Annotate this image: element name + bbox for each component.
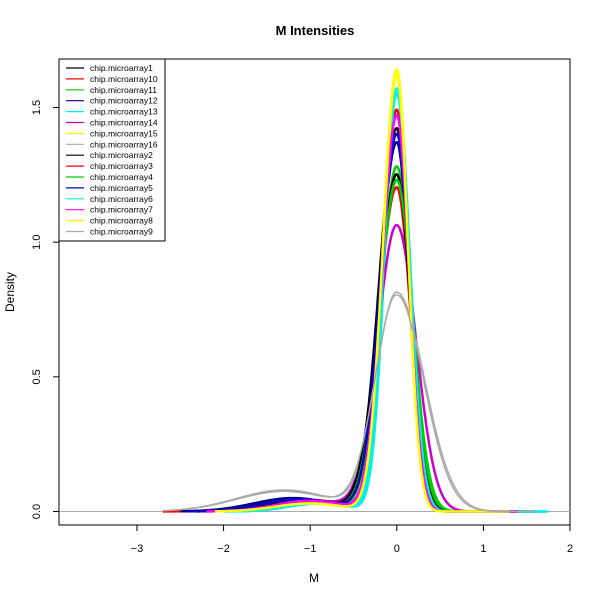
series-line-1 [197, 126, 519, 513]
y-axis: 0.0 0.5 1.0 1.5 [31, 100, 60, 519]
y-tick-label: 0.5 [31, 369, 43, 384]
legend-entry: chip.microarray1 [90, 63, 153, 73]
chart-title: M Intensities [276, 23, 355, 38]
series-line-13 [223, 92, 545, 513]
series-line-5 [223, 87, 549, 513]
legend-entry: chip.microarray7 [90, 205, 153, 215]
series-line-16 [171, 294, 536, 513]
series-line-15 [214, 73, 510, 513]
legend: chip.microarray1chip.microarray10chip.mi… [58, 58, 166, 242]
legend-entry: chip.microarray8 [90, 216, 153, 226]
series-line-4 [179, 140, 519, 513]
x-tick-label: 0 [394, 543, 400, 555]
legend-entry: chip.microarray14 [90, 118, 158, 128]
legend-entry: chip.microarray9 [90, 227, 153, 237]
y-axis-label: Density [3, 272, 17, 312]
legend-entry: chip.microarray16 [90, 139, 158, 149]
legend-entry: chip.microarray12 [90, 96, 158, 106]
legend-entry: chip.microarray15 [90, 128, 158, 138]
x-tick-label: −2 [217, 543, 230, 555]
x-axis: −3 −2 −1 0 1 2 [131, 524, 573, 555]
legend-entry: chip.microarray4 [90, 172, 153, 182]
legend-entry: chip.microarray5 [90, 183, 153, 193]
legend-entry: chip.microarray2 [90, 150, 153, 160]
y-tick-label: 0.0 [31, 504, 43, 519]
x-tick-label: −1 [304, 543, 317, 555]
series-line-8 [162, 291, 544, 513]
y-tick-label: 1.0 [31, 235, 43, 250]
x-tick-label: 2 [567, 543, 573, 555]
legend-box [58, 58, 166, 242]
legend-entry: chip.microarray10 [90, 74, 158, 84]
series-line-12 [188, 132, 519, 513]
x-tick-label: −3 [131, 543, 144, 555]
legend-entry: chip.microarray6 [90, 194, 153, 204]
legend-entry: chip.microarray11 [90, 85, 157, 95]
x-axis-label: M [309, 571, 319, 585]
series-layer [162, 68, 549, 513]
x-tick-label: 1 [480, 543, 486, 555]
legend-entry: chip.microarray3 [90, 161, 153, 171]
y-tick-label: 1.5 [31, 100, 43, 115]
series-line-2 [162, 185, 528, 513]
series-line-10 [197, 108, 510, 513]
legend-entry: chip.microarray13 [90, 107, 158, 117]
